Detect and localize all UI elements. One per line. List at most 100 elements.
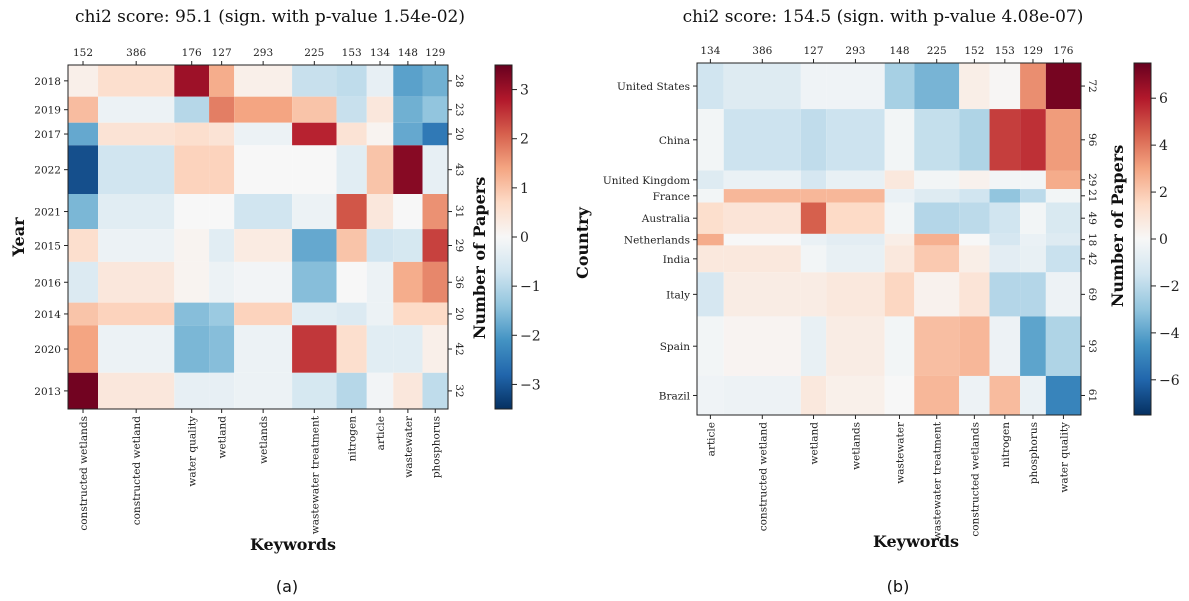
panel-a-xlabel: Keywords	[250, 535, 336, 554]
heatmap-cell	[914, 63, 960, 110]
row-label: 2021	[34, 207, 61, 219]
heatmap-cell	[723, 272, 801, 317]
column-label: water quality	[1058, 422, 1070, 493]
panel-a-cells	[68, 65, 448, 409]
heatmap-cell	[884, 109, 915, 171]
row-label: 2016	[34, 277, 61, 289]
row-count-label: 29	[1086, 173, 1098, 186]
heatmap-cell	[366, 145, 394, 194]
caption-b: (b)	[887, 577, 910, 596]
row-count-label: 69	[1086, 288, 1098, 301]
heatmap-cell	[336, 194, 367, 230]
heatmap-cell	[723, 170, 801, 190]
heatmap-cell	[366, 372, 394, 409]
panel-b-xlabel: Keywords	[873, 532, 959, 551]
heatmap-cell	[292, 96, 337, 123]
colorbar-tick-label: −4	[1159, 326, 1180, 342]
heatmap-cell	[826, 233, 885, 246]
row-label: 2014	[34, 309, 61, 321]
column-label: constructed wetlands	[969, 422, 981, 537]
heatmap-cell	[914, 245, 960, 273]
heatmap-cell	[174, 194, 210, 230]
heatmap-cell	[800, 272, 827, 317]
heatmap-cell	[209, 65, 235, 97]
heatmap-cell	[366, 325, 394, 373]
heatmap-cell	[723, 63, 801, 110]
heatmap-cell	[234, 302, 293, 326]
column-count-label: 225	[927, 45, 947, 57]
column-label: wastewater	[403, 415, 415, 478]
heatmap-cell	[393, 122, 423, 146]
heatmap-cell	[292, 325, 337, 373]
heatmap-cell	[1020, 272, 1046, 317]
heatmap-cell	[422, 372, 448, 409]
panel-a-column-counts: 152 386 176 127 293 225 153 134 148 129	[73, 47, 445, 65]
heatmap-cell	[209, 261, 235, 303]
heatmap-cell	[826, 375, 885, 415]
heatmap-cell	[68, 229, 99, 262]
heatmap-cell	[366, 229, 394, 262]
heatmap-cell	[959, 233, 990, 246]
row-count-label: 42	[1086, 252, 1098, 265]
panel-b-column-counts: 134 386 127 293 148 225 152 153 129 176	[700, 45, 1074, 63]
heatmap-cell	[800, 170, 827, 190]
heatmap-cell	[800, 202, 827, 234]
heatmap-cell	[292, 65, 337, 97]
column-label: wetland	[809, 422, 821, 465]
heatmap-cell	[234, 65, 293, 97]
row-count-label: 32	[453, 384, 465, 397]
panel-b-colorbar-label: Number of Papers	[1108, 145, 1127, 307]
panel-a-colorbar	[494, 64, 513, 410]
row-count-label: 28	[453, 74, 465, 87]
heatmap-cell	[366, 261, 394, 303]
heatmap-cell	[393, 261, 423, 303]
heatmap-cell	[98, 96, 175, 123]
heatmap-cell	[422, 302, 448, 326]
row-label: 2019	[34, 105, 61, 117]
heatmap-cell	[209, 122, 235, 146]
heatmap-cell	[1020, 316, 1046, 376]
colorbar-tick-label: 6	[1159, 91, 1168, 107]
heatmap-cell	[209, 325, 235, 373]
heatmap-cell	[98, 65, 175, 97]
heatmap-cell	[1045, 170, 1081, 190]
column-label: nitrogen	[1000, 422, 1012, 468]
heatmap-cell	[826, 63, 885, 110]
panel-b-row-counts: 72 96 29 21 49 18 42 69 93 61	[1081, 79, 1098, 402]
heatmap-cell	[723, 202, 801, 234]
heatmap-cell	[393, 145, 423, 194]
heatmap-cell	[98, 145, 175, 194]
heatmap-cell	[98, 194, 175, 230]
heatmap-cell	[422, 122, 448, 146]
heatmap-cell	[800, 63, 827, 110]
row-label: Spain	[660, 341, 691, 353]
row-count-label: 23	[453, 103, 465, 116]
heatmap-cell	[1020, 63, 1046, 110]
row-count-label: 42	[453, 342, 465, 355]
heatmap-cell	[959, 189, 990, 203]
heatmap-cell	[292, 261, 337, 303]
row-label: 2013	[34, 386, 61, 398]
heatmap-cell	[697, 63, 724, 110]
column-count-label: 129	[425, 47, 445, 59]
column-count-label: 129	[1023, 45, 1043, 57]
panel-a-frame	[67, 64, 449, 410]
heatmap-cell	[826, 202, 885, 234]
heatmap-cell	[292, 229, 337, 262]
column-count-label: 386	[752, 45, 772, 57]
heatmap-cell	[914, 189, 960, 203]
heatmap-cell	[174, 145, 210, 194]
heatmap-cell	[68, 194, 99, 230]
heatmap-cell	[1045, 189, 1081, 203]
panel-b-column-labels: article constructed wetland wetland wetland…	[705, 415, 1070, 540]
heatmap-cell	[884, 202, 915, 234]
heatmap-cell	[989, 189, 1021, 203]
colorbar-tick-label: 2	[520, 132, 529, 148]
column-count-label: 293	[253, 47, 273, 59]
heatmap-cell	[422, 65, 448, 97]
heatmap-cell	[234, 229, 293, 262]
column-label: phosphorus	[1028, 422, 1040, 484]
heatmap-cell	[914, 233, 960, 246]
heatmap-cell	[1045, 233, 1081, 246]
row-label: Netherlands	[624, 235, 690, 247]
